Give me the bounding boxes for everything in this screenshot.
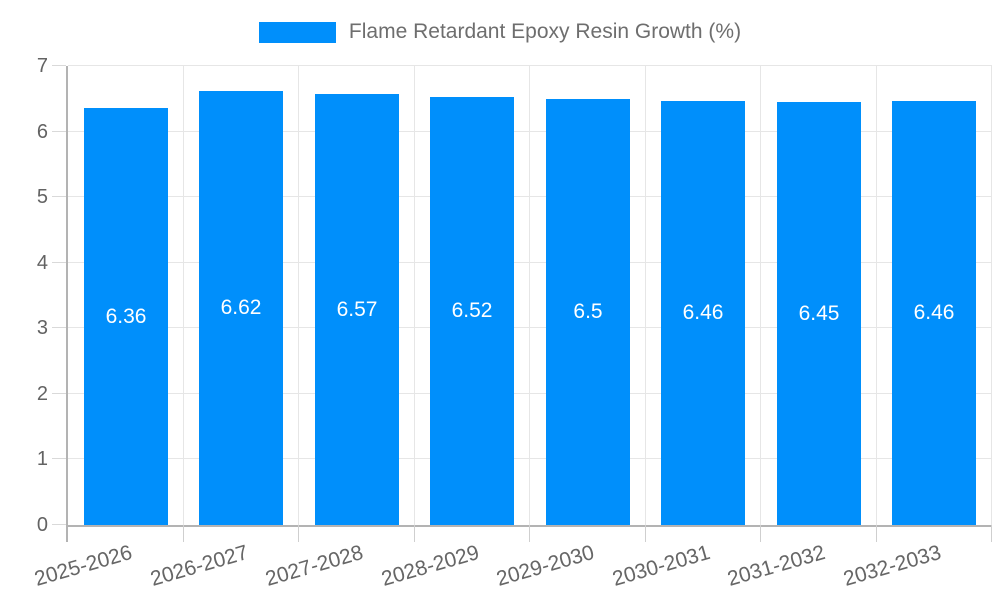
- y-axis-label: 2: [36, 382, 48, 405]
- x-axis-label: 2028-2029: [378, 541, 482, 591]
- y-gridline: [68, 261, 992, 263]
- x-axis-label: 2026-2027: [147, 541, 251, 591]
- bar-value-label: 6.62: [220, 296, 262, 319]
- x-axis-label: 2027-2028: [263, 541, 367, 591]
- y-axis-label: 4: [36, 251, 48, 274]
- y-axis-label: 5: [36, 186, 48, 209]
- bar[interactable]: 6.57: [315, 94, 399, 525]
- y-gridline: [68, 458, 992, 460]
- legend-color-swatch: [258, 21, 336, 43]
- y-axis-tick: [52, 392, 66, 394]
- bar-value-label: 6.46: [682, 301, 724, 324]
- x-axis-tick: [760, 525, 761, 542]
- bar-value-label: 6.5: [573, 300, 603, 323]
- x-gridline: [298, 66, 299, 525]
- plot-area: 6.36 6.62 6.57 6.52 6.5 6.46 6.45 6.46: [52, 65, 992, 542]
- bar[interactable]: 6.45: [777, 102, 861, 525]
- x-axis-label: 2030-2031: [609, 541, 713, 591]
- bar[interactable]: 6.5: [546, 99, 630, 525]
- y-gridline: [68, 196, 992, 198]
- bar[interactable]: 6.52: [430, 97, 514, 525]
- x-axis-label: 2032-2033: [840, 541, 944, 591]
- x-axis-tick: [298, 525, 299, 542]
- bar[interactable]: 6.46: [661, 101, 745, 525]
- y-axis-tick: [52, 458, 66, 460]
- bar-value-label: 6.57: [336, 297, 378, 321]
- y-gridline: [68, 327, 992, 329]
- legend: Flame Retardant Epoxy Resin Growth (%): [0, 20, 1000, 44]
- y-axis-label: 1: [36, 448, 48, 471]
- x-axis-tick: [645, 525, 646, 542]
- x-axis-label: 2031-2032: [725, 541, 829, 591]
- y-axis-label: 0: [36, 514, 48, 536]
- legend-series-label: Flame Retardant Epoxy Resin Growth (%): [348, 20, 742, 43]
- x-gridline: [991, 66, 992, 525]
- x-axis-tick: [876, 525, 877, 542]
- x-gridline: [414, 66, 415, 525]
- x-axis-tick: [414, 525, 415, 542]
- bar[interactable]: 6.36: [84, 108, 168, 525]
- y-axis-tick: [52, 65, 66, 66]
- x-gridline: [876, 66, 877, 525]
- y-axis-label: 7: [36, 55, 48, 77]
- y-gridline: [68, 65, 992, 66]
- y-axis-label: 6: [36, 120, 48, 143]
- bar-value-label: 6.46: [913, 301, 955, 324]
- x-axis-label: 2025-2026: [32, 541, 136, 591]
- y-axis-tick: [52, 261, 66, 263]
- bar[interactable]: 6.46: [892, 101, 976, 525]
- x-axis-label: 2029-2030: [494, 541, 598, 591]
- x-axis-tick: [183, 525, 184, 542]
- bar-value-label: 6.36: [105, 304, 147, 328]
- x-gridline: [645, 66, 646, 525]
- y-axis-tick: [52, 196, 66, 198]
- bar-value-label: 6.45: [798, 301, 840, 325]
- x-axis-tick: [529, 525, 530, 542]
- y-axis-tick: [52, 327, 66, 329]
- legend-item[interactable]: Flame Retardant Epoxy Resin Growth (%): [258, 20, 742, 44]
- x-gridline: [760, 66, 761, 525]
- x-gridline: [183, 66, 184, 525]
- x-axis-tick: [66, 525, 68, 542]
- y-axis-label: 3: [36, 317, 48, 340]
- y-gridline: [68, 392, 992, 394]
- bar[interactable]: 6.62: [199, 91, 283, 525]
- y-axis-tick: [52, 524, 66, 525]
- y-gridline: [68, 130, 992, 132]
- x-axis-tick: [991, 525, 992, 542]
- bar-value-label: 6.52: [451, 299, 493, 322]
- x-gridline: [529, 66, 530, 525]
- y-axis-tick: [52, 130, 66, 132]
